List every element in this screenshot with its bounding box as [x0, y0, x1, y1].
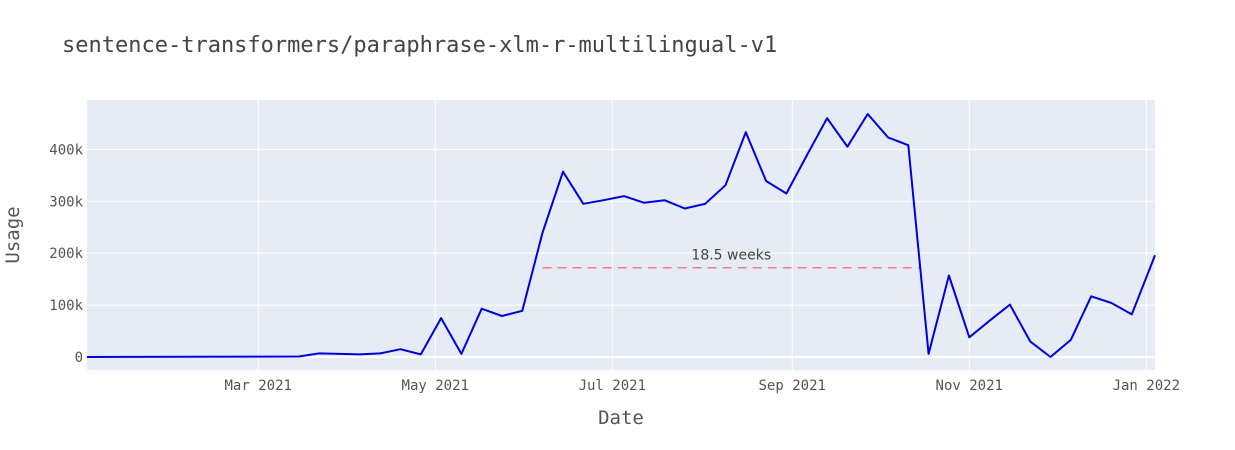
- x-tick-label: May 2021: [402, 378, 469, 394]
- x-axis-label: Date: [598, 407, 644, 429]
- y-tick-label: 200k: [49, 246, 83, 262]
- y-tick-label: 0: [75, 350, 83, 366]
- y-axis-ticks: 0 100k 200k 300k 400k: [49, 142, 83, 366]
- duration-label: 18.5 weeks: [691, 248, 771, 264]
- y-axis-label: Usage: [2, 206, 24, 263]
- y-tick-label: 300k: [49, 194, 83, 210]
- grid-lines: [87, 100, 1155, 370]
- x-tick-label: Nov 2021: [936, 378, 1003, 394]
- y-tick-label: 400k: [49, 142, 83, 158]
- series-layer: [86, 113, 1156, 358]
- y-tick-label: 100k: [49, 298, 83, 314]
- usage-series-line: [86, 113, 1156, 358]
- x-tick-label: Jul 2021: [579, 378, 646, 394]
- x-tick-label: Sep 2021: [759, 378, 826, 394]
- plot-area: [87, 100, 1155, 370]
- x-tick-label: Mar 2021: [225, 378, 292, 394]
- x-axis-ticks: Mar 2021 May 2021 Jul 2021 Sep 2021 Nov 2021…: [225, 378, 1181, 394]
- x-tick-label: Jan 2022: [1113, 378, 1180, 394]
- chart-title: sentence-transformers/paraphrase-xlm-r-m…: [62, 33, 777, 58]
- annotation: 18.5 weeks: [542, 248, 920, 269]
